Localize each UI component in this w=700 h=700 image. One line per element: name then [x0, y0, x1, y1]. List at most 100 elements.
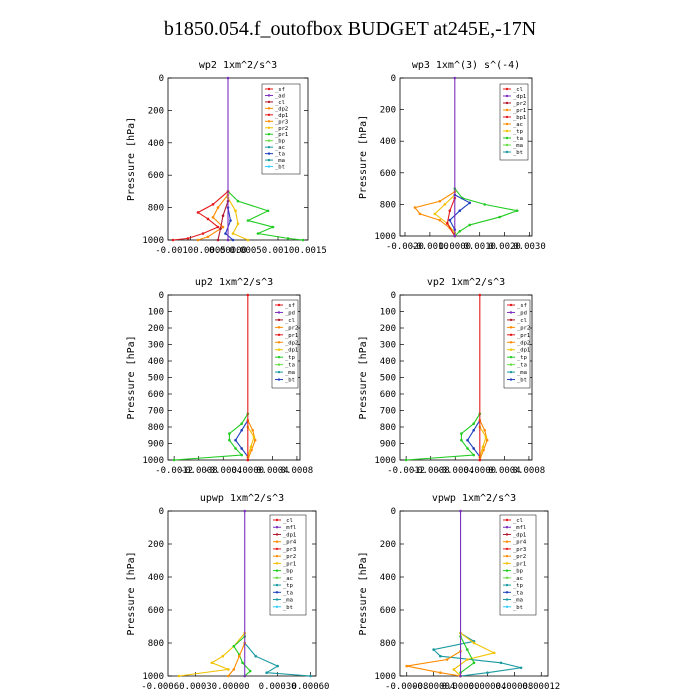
series-line-_pr1	[172, 190, 229, 241]
y-tick-label: 200	[148, 324, 164, 334]
data-point-_bp	[271, 225, 275, 229]
data-point-_ta	[231, 238, 235, 242]
data-point-_dp2	[228, 438, 231, 442]
legend-label: _tp	[517, 355, 527, 361]
legend-label: _pr1	[513, 108, 526, 114]
data-point-_ma	[486, 671, 489, 674]
x-tick-label: 0.0000	[232, 466, 265, 476]
x-tick-label: -0.0008	[180, 466, 218, 476]
legend-label: _pr1	[283, 561, 296, 567]
x-tick-label: -0.0012	[387, 466, 425, 476]
y-tick-label: 400	[148, 357, 164, 367]
legend-label: _tp	[513, 583, 523, 589]
legend-marker	[505, 540, 509, 543]
x-tick-label: 0.00008	[495, 682, 533, 692]
plot-frame	[399, 510, 549, 677]
y-tick-label: 1000	[374, 672, 396, 682]
legend-marker	[275, 569, 279, 572]
legend-label: _tp	[283, 583, 293, 589]
legend-marker	[277, 363, 281, 366]
legend-label: _bt	[283, 605, 293, 611]
data-point-_dp2	[472, 453, 475, 457]
data-point-_dp2	[240, 453, 243, 457]
data-point-_pr2	[433, 212, 437, 216]
legend-label: _pr3	[513, 547, 526, 553]
legend-label: _dp1	[285, 348, 298, 354]
y-tick-label: 400	[148, 573, 164, 583]
data-point-_bp	[248, 669, 252, 673]
plot-frame	[167, 510, 317, 677]
legend-label: _ma	[283, 598, 293, 604]
legend-box	[271, 299, 299, 389]
series-line-_dp2	[174, 413, 249, 461]
data-point-_ac	[231, 232, 235, 235]
y-tick-label: 800	[148, 204, 164, 214]
legend-label: _ma	[513, 598, 523, 604]
chart-panel-4: upwp 1xm^2/s^3 Pressure [hPa] 0 200 400 600 80…	[126, 493, 329, 692]
y-tick-label: 500	[148, 374, 164, 384]
legend-marker	[509, 355, 513, 359]
y-tick-label: 1000	[374, 456, 396, 466]
legend-box	[503, 299, 531, 389]
panel-title: up2 1xm^2/s^3	[195, 277, 273, 288]
legend-marker	[275, 591, 279, 594]
series-line-_ta	[234, 420, 249, 458]
legend: _cl_dp1_pr2_pr1_bp1_ac_tp_ta_ma_bt	[499, 83, 529, 161]
legend-marker	[277, 355, 281, 359]
legend-marker	[277, 348, 281, 351]
data-point-_pr1	[482, 448, 485, 452]
legend-marker	[275, 547, 279, 551]
legend-label: _bt	[275, 165, 285, 171]
legend-marker	[509, 348, 513, 351]
legend-label: _dp1	[513, 532, 526, 538]
y-tick-label: 100	[148, 308, 164, 318]
x-tick-label: 0.0004	[488, 466, 521, 476]
data-point-_bp	[465, 648, 469, 651]
legend-label: _ta	[517, 363, 527, 369]
series-line-_ta	[224, 207, 234, 241]
data-point-_ma	[254, 654, 258, 658]
legend-marker	[509, 318, 513, 322]
legend-marker	[267, 120, 271, 123]
x-tick-label: 0.0000	[439, 242, 472, 252]
data-point-_pr2	[221, 225, 225, 229]
plot-frame	[399, 77, 533, 237]
data-point-_ma	[309, 674, 312, 678]
legend-marker	[505, 591, 509, 594]
legend-marker	[267, 152, 271, 155]
y-tick-label: 600	[380, 606, 396, 616]
data-point-_bt	[226, 238, 230, 242]
data-point-_bt	[453, 234, 457, 238]
y-tick-label: 1000	[142, 456, 164, 466]
data-point-_pr1	[216, 225, 220, 229]
legend-label: _cl	[275, 100, 285, 106]
x-tick-label: 0.0010	[463, 242, 496, 252]
legend-marker	[505, 554, 509, 558]
data-point-_bt	[243, 674, 247, 678]
y-tick-label: 600	[148, 171, 164, 181]
data-point-_ac	[236, 222, 240, 226]
legend-label: _ac	[513, 122, 523, 128]
legend-marker	[275, 605, 279, 608]
y-tick-label: 800	[380, 639, 396, 649]
legend-marker	[275, 518, 279, 522]
x-tick-label: -0.0010	[411, 242, 449, 252]
data-point-_cl	[446, 222, 449, 225]
legend-marker	[267, 126, 271, 129]
series-line-_pr2	[452, 632, 496, 677]
legend-label: _ta	[275, 152, 285, 158]
legend-label: _ma	[517, 370, 527, 376]
legend-marker	[267, 107, 271, 110]
series-line-_ta	[449, 194, 471, 230]
data-point-_ta	[466, 438, 469, 442]
y-tick-label: 400	[148, 139, 164, 149]
panel-title: wp2 1xm^2/s^3	[199, 60, 277, 71]
data-point-_dp2	[228, 432, 231, 435]
data-point-_pr1	[171, 238, 175, 242]
x-tick-label: 0.0030	[513, 242, 546, 252]
data-point-_bp	[232, 645, 236, 648]
legend-label: _cl	[517, 318, 527, 324]
chart-panel-3: vp2 1xm^2/s^3 Pressure [hPa] 0 100 200 300 400…	[358, 277, 545, 476]
data-point-_ac	[234, 209, 237, 213]
x-tick-label: 0.0008	[281, 466, 314, 476]
